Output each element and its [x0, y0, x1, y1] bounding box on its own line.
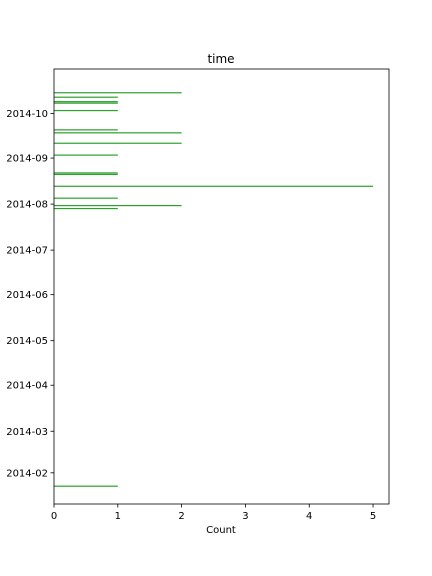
- bar-2014-10-12: [54, 96, 118, 98]
- bar-2014-09-18: [54, 132, 182, 134]
- y-tick-label: 2014-05: [6, 336, 48, 347]
- x-tick-label: 2: [178, 511, 184, 522]
- y-tick-label: 2014-04: [6, 381, 48, 392]
- bar-2014-10-15: [54, 92, 182, 94]
- x-tick-label: 3: [242, 511, 248, 522]
- y-ticks-group: 2014-02 2014-03 2014-04 2014-05 2014-06 2014-…: [6, 109, 54, 479]
- y-tick-label: 2014-06: [6, 290, 48, 301]
- x-tick-label: 5: [370, 511, 376, 522]
- plot-area-frame: [53, 68, 390, 505]
- y-tick-label: 2014-08: [6, 200, 48, 211]
- bar-2014-09-03: [54, 154, 118, 156]
- bar-2014-01-23: [54, 485, 118, 487]
- y-tick-label: 2014-02: [6, 468, 48, 479]
- bar-2014-08-13: [54, 185, 374, 187]
- x-tick-label: 4: [306, 511, 312, 522]
- bar-2014-07-31: [54, 204, 182, 207]
- bar-2014-09-20: [54, 129, 118, 131]
- y-tick-label: 2014-09: [6, 154, 48, 165]
- bars-group: [54, 92, 374, 487]
- bar-2014-08-22: [54, 172, 118, 174]
- bar-2014-10-09: [54, 101, 118, 103]
- x-axis-label: Count: [206, 525, 236, 536]
- bar-2014-09-11: [54, 142, 182, 144]
- bar-2014-07-29: [54, 207, 118, 210]
- x-tick-label: 0: [51, 511, 57, 522]
- y-tick-label: 2014-07: [6, 246, 48, 257]
- bar-2014-08-05: [54, 197, 118, 199]
- bar-2014-10-03: [54, 109, 118, 112]
- chart-title: time: [207, 52, 234, 66]
- x-tick-label: 1: [115, 511, 121, 522]
- bar-2014-08-21: [54, 173, 118, 176]
- x-ticks-group: 0 1 2 3 4 5: [51, 504, 376, 522]
- y-tick-label: 2014-03: [6, 427, 48, 438]
- y-tick-label: 2014-10: [6, 109, 48, 120]
- bar-2014-10-08: [54, 102, 118, 104]
